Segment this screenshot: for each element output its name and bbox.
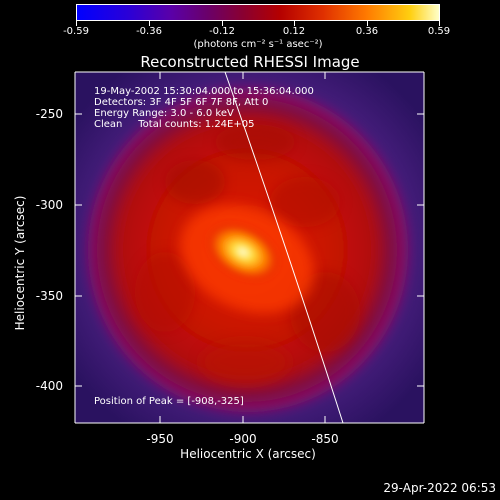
colorbar-tick-label: 0.12 bbox=[282, 26, 306, 37]
colorbar-tick bbox=[439, 21, 440, 26]
colorbar-tick bbox=[294, 21, 295, 26]
colorbar-unit-label: (photons cm⁻² s⁻¹ asec⁻²) bbox=[193, 39, 323, 50]
x-tick-label: -850 bbox=[311, 432, 339, 446]
detectors-text: Detectors: 3F 4F 5F 6F 7F 8F, Att 0 bbox=[94, 97, 269, 108]
clean-counts-text: Clean Total counts: 1.24E+05 bbox=[94, 119, 255, 130]
solar-image-frame: 19-May-2002 15:30:04.000 to 15:36:04.000… bbox=[75, 72, 424, 423]
energy-range-text: Energy Range: 3.0 - 6.0 keV bbox=[94, 108, 234, 119]
colorbar-tick bbox=[149, 21, 150, 26]
colorbar-tick-label: -0.12 bbox=[209, 26, 235, 37]
y-tick-label: -350 bbox=[35, 289, 63, 303]
colorbar-tick-label: -0.59 bbox=[63, 26, 89, 37]
colorbar bbox=[76, 4, 440, 21]
time-range-text: 19-May-2002 15:30:04.000 to 15:36:04.000 bbox=[94, 86, 314, 97]
colorbar-tick-label: -0.36 bbox=[136, 26, 162, 37]
x-tick-label: -900 bbox=[229, 432, 257, 446]
y-tick-label: -300 bbox=[35, 198, 63, 212]
flare-kernel bbox=[205, 222, 281, 282]
colorbar-tick bbox=[76, 21, 77, 26]
solar-limb-line bbox=[224, 72, 344, 423]
solar-image bbox=[75, 72, 424, 423]
timestamp: 29-Apr-2022 06:53 bbox=[383, 481, 496, 495]
peak-position-text: Position of Peak = [-908,-325] bbox=[94, 396, 244, 407]
y-tick-label: -400 bbox=[35, 379, 63, 393]
disk-mottling bbox=[135, 124, 360, 384]
y-axis-label: Heliocentric Y (arcsec) bbox=[13, 195, 27, 331]
colorbar-tick-label: 0.36 bbox=[355, 26, 379, 37]
colorbar-tick-label: 0.59 bbox=[427, 26, 451, 37]
colorbar-tick bbox=[367, 21, 368, 26]
y-tick-label: -250 bbox=[35, 107, 63, 121]
image-title: Reconstructed RHESSI Image bbox=[140, 53, 360, 71]
x-tick-label: -950 bbox=[146, 432, 174, 446]
colorbar-tick bbox=[222, 21, 223, 26]
x-axis-label: Heliocentric X (arcsec) bbox=[180, 447, 316, 461]
